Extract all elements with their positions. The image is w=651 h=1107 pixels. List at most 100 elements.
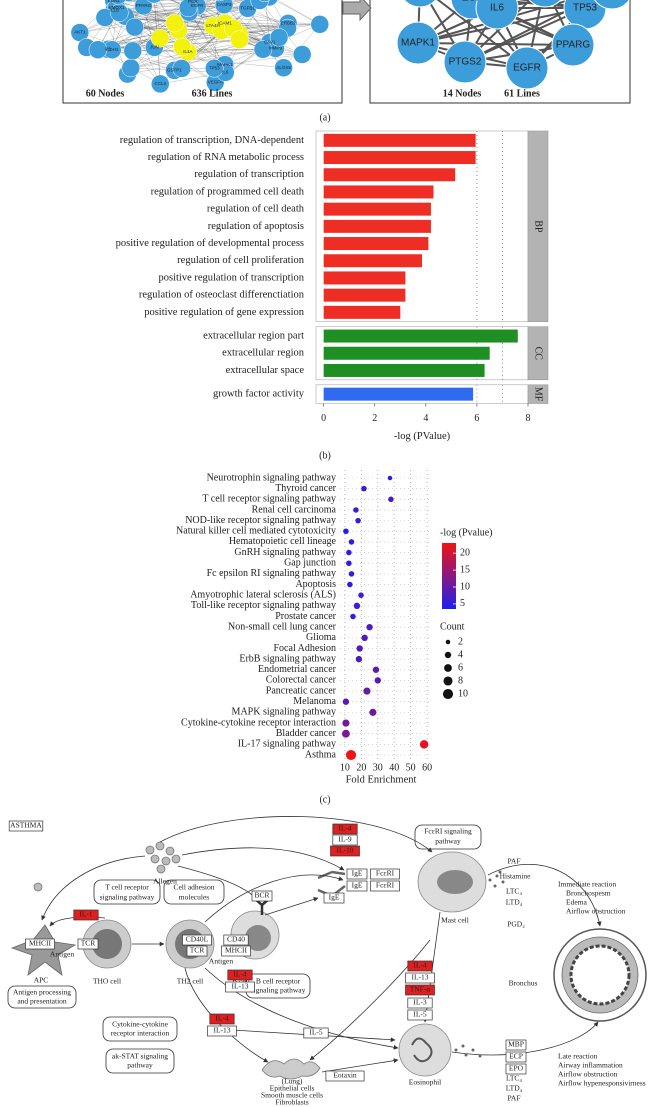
node — [292, 45, 312, 64]
dot — [419, 740, 429, 749]
node-label: LTA4H — [206, 23, 219, 28]
edge — [174, 23, 289, 71]
diagram-label: FcεRI — [376, 881, 395, 890]
pathway-box — [7, 985, 77, 1009]
bar — [323, 185, 434, 199]
category-label: regulation of cell death — [207, 204, 305, 215]
edge — [134, 0, 201, 28]
apc-cell — [10, 924, 77, 976]
node — [172, 59, 191, 78]
diagram-label: BCR — [254, 891, 269, 900]
x-tick-label: 10 — [340, 762, 350, 773]
x-tick-label: 40 — [389, 762, 399, 773]
diagram-label: IL-4 — [233, 970, 247, 979]
nucleus — [245, 925, 271, 951]
gene-box — [303, 1027, 329, 1039]
dot — [355, 517, 361, 524]
nucleus — [92, 929, 122, 959]
diagram-label: receptor interaction — [111, 1029, 170, 1038]
node — [178, 0, 198, 18]
diagram-label: EPO — [509, 1064, 524, 1073]
edge — [121, 0, 182, 69]
category-label: regulation of apoptosis — [208, 221, 304, 232]
node-label: MAPK1 — [217, 62, 233, 67]
diagram-label: IL-4 — [413, 961, 427, 970]
diagram-label: Eosinophil — [409, 1078, 442, 1087]
bar — [323, 202, 431, 216]
dot — [341, 729, 350, 738]
gene-box — [225, 981, 255, 993]
diagram-label: Late reaction — [558, 1052, 598, 1061]
bar — [323, 133, 476, 147]
node — [475, 0, 519, 30]
gene-box — [77, 938, 99, 950]
node — [146, 0, 162, 4]
category-label: Pancreatic cancer — [266, 685, 337, 696]
node — [123, 41, 143, 61]
dot — [346, 549, 352, 556]
category-label: positive regulation of transcription — [158, 272, 304, 283]
node-label: VEGFA — [208, 80, 223, 85]
edge — [436, 0, 528, 69]
bar — [323, 168, 456, 182]
x-tick-label: 60 — [422, 762, 432, 773]
diagram-label: IL-4 — [338, 824, 352, 833]
diagram-label: Epithelial cells — [270, 1084, 315, 1093]
dot — [361, 485, 367, 492]
diagram-label: Immediate reaction — [558, 880, 616, 889]
size-key — [444, 651, 452, 659]
node-label: CAV1 — [264, 40, 276, 45]
diagram-label: MBP — [508, 1040, 524, 1049]
bar — [323, 346, 490, 360]
line-count: 636 Lines — [192, 88, 233, 99]
gene-box-highlight — [209, 1013, 235, 1025]
dot — [363, 687, 371, 695]
diagram-label: IL-1 — [79, 910, 93, 919]
gene-box-highlight — [73, 909, 99, 921]
gene-box — [505, 1051, 527, 1063]
gene-box — [251, 890, 273, 902]
category-label: Hematopoietic cell lineage — [229, 536, 337, 547]
node-label: HMOX1 — [108, 5, 125, 10]
facet-label: MF — [533, 387, 544, 402]
edge — [274, 0, 320, 25]
diagram-label: LTC₄ — [506, 887, 522, 896]
diagram-label: ak-STAT signaling — [112, 1052, 168, 1061]
diagram-label: B cell — [232, 977, 250, 986]
diagram-label: Smooth muscle cells — [261, 1091, 323, 1100]
release-dots — [454, 870, 505, 1058]
dot — [388, 496, 394, 503]
gene-box — [346, 880, 368, 892]
edge — [107, 1, 193, 50]
node-label: ICAM1 — [218, 20, 232, 25]
node — [215, 0, 225, 2]
bar — [323, 237, 429, 251]
category-label: extracellular space — [226, 365, 305, 376]
dot — [366, 623, 373, 631]
node — [151, 74, 170, 94]
edge — [187, 0, 208, 53]
node — [594, 0, 630, 10]
gene-box — [325, 1070, 365, 1082]
network-right: EGF IL6 TP53 MAPK1 PPARG PTGS2 EGFR — [396, 0, 630, 90]
edge — [127, 49, 264, 75]
dot — [355, 655, 363, 663]
node — [253, 40, 273, 59]
line-count: 61 Lines — [504, 88, 540, 99]
edge — [196, 0, 225, 5]
node-label: AKT1 — [74, 30, 86, 35]
dot — [348, 571, 355, 577]
x-tick-label: 2 — [372, 413, 377, 424]
colorbar-label: 10 — [460, 581, 470, 592]
gene-box — [370, 868, 400, 880]
dot — [369, 708, 377, 716]
diagram-label: IgE — [352, 881, 363, 890]
diagram-label: Bronchospesm — [566, 889, 611, 898]
diagram-label: molecules — [179, 893, 209, 902]
category-label: regulation of RNA metabolic process — [148, 152, 304, 163]
bar — [323, 363, 485, 377]
dot — [350, 613, 356, 620]
caption: (a) — [319, 112, 330, 123]
gene-box — [186, 945, 208, 957]
